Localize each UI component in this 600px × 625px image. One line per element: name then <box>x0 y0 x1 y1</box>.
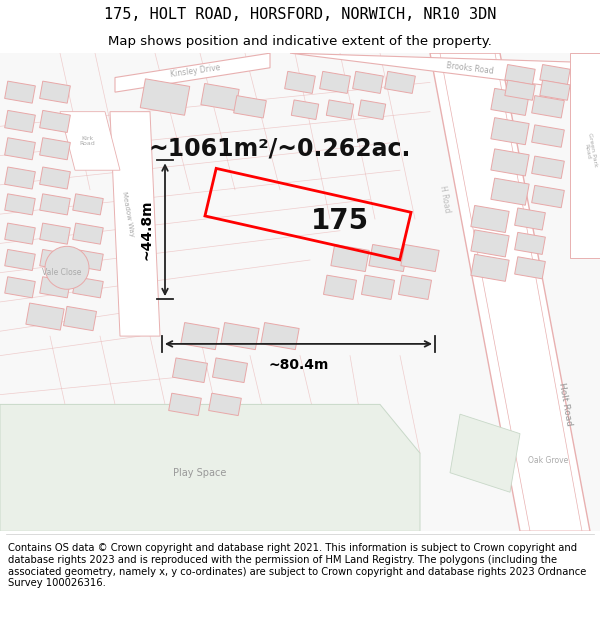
Polygon shape <box>64 306 97 331</box>
Polygon shape <box>326 100 353 119</box>
Polygon shape <box>532 186 565 208</box>
Polygon shape <box>491 118 529 145</box>
Polygon shape <box>401 244 439 272</box>
Polygon shape <box>430 53 590 531</box>
Polygon shape <box>181 322 219 349</box>
Polygon shape <box>40 194 70 215</box>
Polygon shape <box>40 111 70 132</box>
Text: Kinsley Drive: Kinsley Drive <box>169 62 221 79</box>
Polygon shape <box>5 194 35 215</box>
Polygon shape <box>515 208 545 230</box>
Polygon shape <box>540 64 570 84</box>
Polygon shape <box>532 96 565 118</box>
Text: Oak Grove: Oak Grove <box>528 456 568 466</box>
Polygon shape <box>73 223 103 244</box>
Polygon shape <box>570 53 600 258</box>
Polygon shape <box>5 167 35 189</box>
Polygon shape <box>40 277 70 298</box>
Polygon shape <box>450 414 520 492</box>
Text: Play Space: Play Space <box>173 468 227 478</box>
Text: 175, HOLT ROAD, HORSFORD, NORWICH, NR10 3DN: 175, HOLT ROAD, HORSFORD, NORWICH, NR10 … <box>104 8 496 22</box>
Polygon shape <box>331 244 369 272</box>
Polygon shape <box>209 393 241 416</box>
Polygon shape <box>110 112 160 336</box>
Text: Green Park
Road: Green Park Road <box>581 132 598 169</box>
Text: Brooks Road: Brooks Road <box>446 61 494 76</box>
Text: ~80.4m: ~80.4m <box>268 357 329 372</box>
Polygon shape <box>40 138 70 160</box>
Polygon shape <box>532 156 565 179</box>
Polygon shape <box>60 112 120 170</box>
Polygon shape <box>0 404 420 531</box>
Polygon shape <box>212 358 247 382</box>
Polygon shape <box>353 71 383 93</box>
Polygon shape <box>491 88 529 116</box>
Polygon shape <box>140 79 190 115</box>
Text: Vale Close: Vale Close <box>43 268 82 277</box>
Polygon shape <box>40 167 70 189</box>
Polygon shape <box>261 322 299 349</box>
Polygon shape <box>221 322 259 349</box>
Polygon shape <box>471 206 509 232</box>
Polygon shape <box>5 111 35 132</box>
Polygon shape <box>323 275 356 299</box>
Polygon shape <box>173 358 208 382</box>
Polygon shape <box>532 125 565 148</box>
Polygon shape <box>5 81 35 103</box>
Text: Holt Road: Holt Road <box>557 382 573 427</box>
Polygon shape <box>73 249 103 271</box>
Polygon shape <box>5 138 35 160</box>
Polygon shape <box>73 194 103 215</box>
Circle shape <box>45 246 89 289</box>
Polygon shape <box>320 71 350 93</box>
Polygon shape <box>471 254 509 281</box>
Polygon shape <box>505 64 535 84</box>
Polygon shape <box>40 223 70 244</box>
Polygon shape <box>73 277 103 298</box>
Text: ~44.8m: ~44.8m <box>139 199 153 260</box>
Polygon shape <box>515 257 545 279</box>
Text: Contains OS data © Crown copyright and database right 2021. This information is : Contains OS data © Crown copyright and d… <box>8 543 586 588</box>
Polygon shape <box>290 53 600 92</box>
Polygon shape <box>369 244 407 272</box>
Polygon shape <box>491 149 529 176</box>
Text: H Road: H Road <box>438 185 452 214</box>
Polygon shape <box>540 80 570 100</box>
Polygon shape <box>201 84 239 111</box>
Text: 175: 175 <box>311 207 369 235</box>
Polygon shape <box>0 53 600 531</box>
Polygon shape <box>115 53 270 92</box>
Polygon shape <box>40 249 70 271</box>
Polygon shape <box>284 71 316 93</box>
Text: Map shows position and indicative extent of the property.: Map shows position and indicative extent… <box>108 35 492 48</box>
Polygon shape <box>385 71 415 93</box>
Text: Meadow Way: Meadow Way <box>121 191 135 238</box>
Text: ~1061m²/~0.262ac.: ~1061m²/~0.262ac. <box>149 137 411 161</box>
Polygon shape <box>5 277 35 298</box>
Polygon shape <box>505 80 535 100</box>
Polygon shape <box>5 223 35 244</box>
Polygon shape <box>169 393 202 416</box>
Text: Kirk
Road: Kirk Road <box>79 136 95 146</box>
Polygon shape <box>40 81 70 103</box>
Polygon shape <box>26 303 64 330</box>
Polygon shape <box>491 178 529 205</box>
Polygon shape <box>471 230 509 257</box>
Polygon shape <box>292 100 319 119</box>
Polygon shape <box>233 96 266 118</box>
Polygon shape <box>358 100 386 119</box>
Polygon shape <box>398 275 431 299</box>
Polygon shape <box>5 249 35 271</box>
Polygon shape <box>361 275 395 299</box>
Polygon shape <box>515 232 545 254</box>
